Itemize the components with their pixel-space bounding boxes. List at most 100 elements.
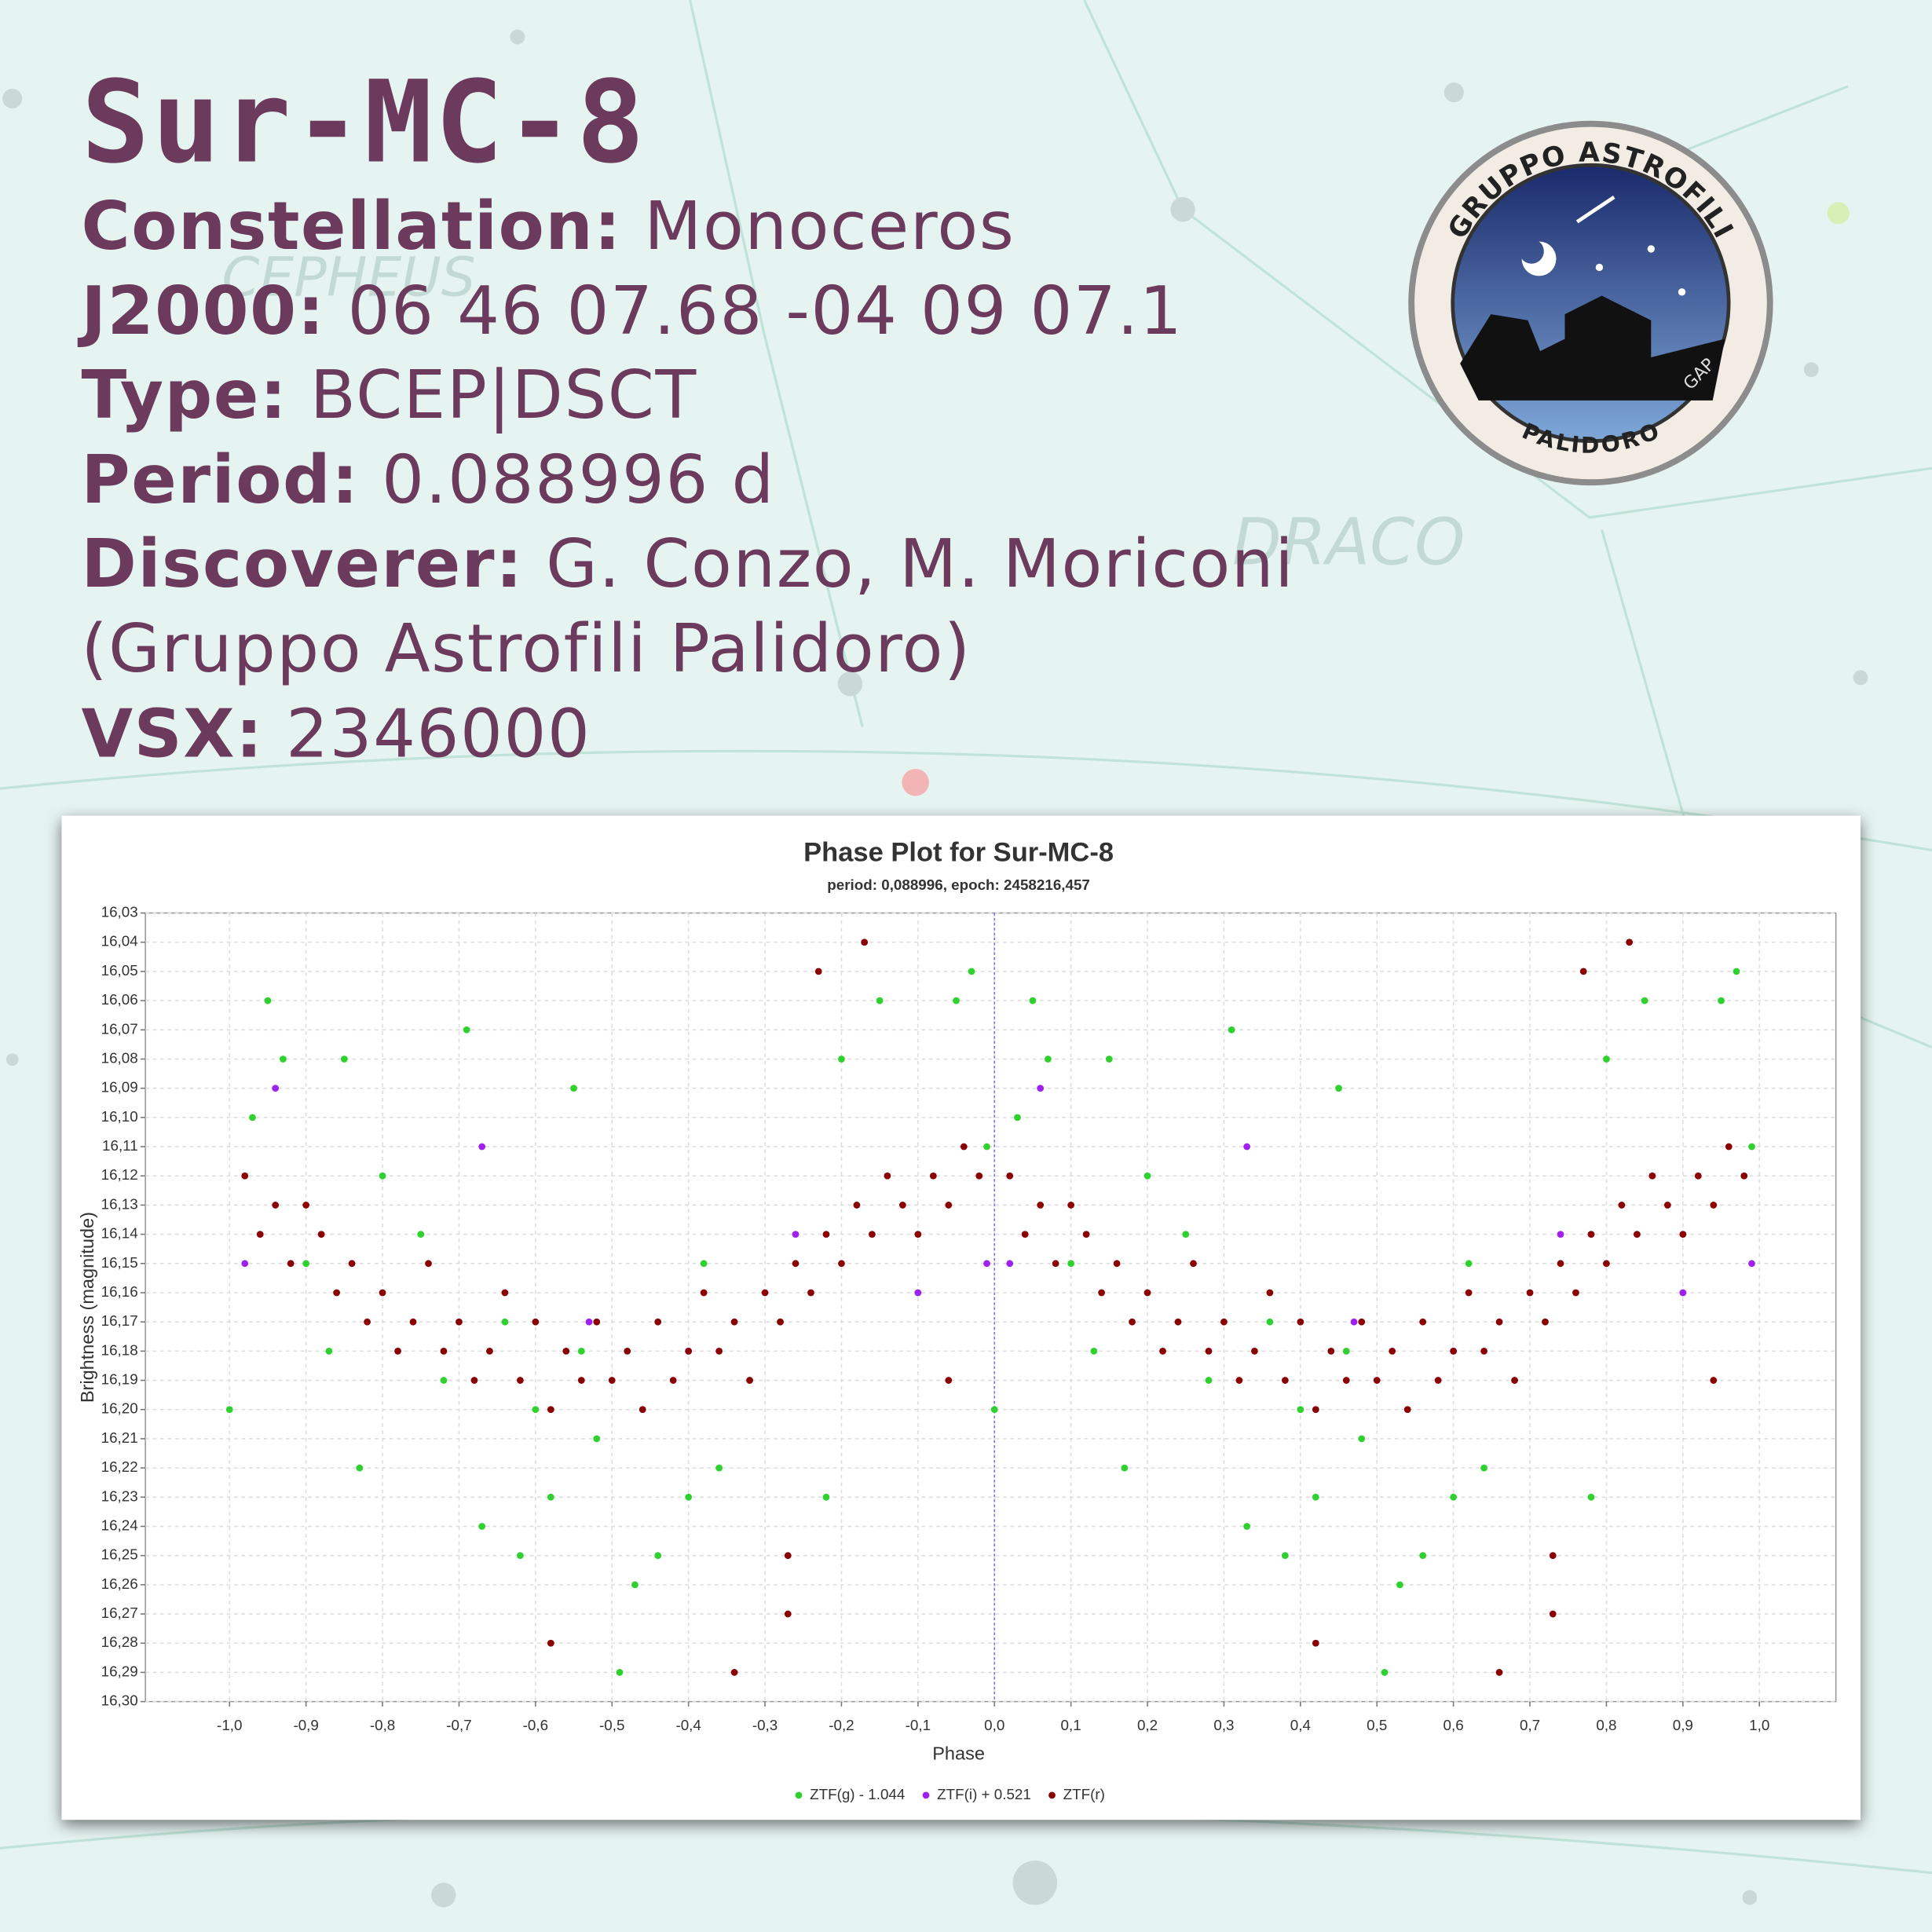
point: [1350, 1318, 1358, 1326]
point: [945, 1202, 953, 1209]
constellation-label: DRACO: [1232, 506, 1465, 580]
point: [898, 1202, 906, 1209]
point: [730, 1318, 738, 1326]
point: [953, 997, 960, 1004]
point: [241, 1172, 249, 1180]
chart: Phase Plot for Sur-MC-8 period: 0,088996…: [77, 837, 1837, 1802]
point: [1465, 1260, 1473, 1268]
point: [1297, 1406, 1304, 1414]
point: [1419, 1318, 1427, 1326]
point: [1312, 1406, 1319, 1414]
point: [1174, 1318, 1182, 1326]
point: [1641, 997, 1648, 1004]
point: [983, 1143, 990, 1151]
constellation-label: CEPHEUS: [221, 247, 475, 309]
plot-area: [145, 912, 1837, 1703]
field-label: VSX:: [81, 694, 264, 773]
point: [577, 1377, 585, 1384]
point: [1358, 1318, 1366, 1326]
x-tick-label: 0,6: [1444, 1717, 1464, 1733]
point: [792, 1260, 800, 1268]
header: Sur-MC-8 Constellation: Monoceros J2000: …: [82, 61, 1295, 776]
y-tick-label: 16,29: [101, 1663, 138, 1679]
point: [317, 1231, 325, 1239]
field-label: Type:: [81, 356, 288, 434]
point: [516, 1377, 524, 1384]
field: Discoverer: G. Conzo, M. Moriconi: [82, 523, 1295, 608]
point: [1748, 1143, 1755, 1151]
point: [409, 1318, 417, 1326]
point: [960, 1143, 968, 1151]
point: [1266, 1318, 1274, 1326]
point: [1312, 1639, 1319, 1647]
x-tick-label: 0,2: [1137, 1717, 1158, 1733]
point: [838, 1260, 845, 1268]
point: [1480, 1347, 1487, 1355]
y-tick-label: 16,25: [101, 1546, 138, 1563]
point: [990, 1406, 998, 1414]
field-value: G. Conzo, M. Moriconi: [546, 525, 1295, 603]
field-label: Discoverer:: [81, 525, 524, 603]
point: [1495, 1318, 1503, 1326]
point: [532, 1318, 540, 1326]
point: [1297, 1318, 1304, 1326]
point: [861, 939, 869, 946]
x-tick-label: -0,4: [675, 1717, 701, 1733]
legend-marker: [795, 1791, 803, 1799]
x-tick-label: -0,5: [599, 1717, 624, 1733]
point: [1434, 1377, 1442, 1384]
y-tick-label: 16,24: [101, 1517, 138, 1533]
point: [814, 968, 822, 975]
point: [470, 1377, 478, 1384]
point: [1228, 1026, 1235, 1034]
field: J2000: 06 46 07.68 -04 09 07.1: [82, 269, 1295, 354]
point: [631, 1581, 639, 1589]
y-tick-label: 16,03: [101, 904, 138, 920]
x-tick-label: -0,1: [906, 1717, 931, 1733]
point: [348, 1260, 356, 1268]
point: [256, 1231, 264, 1239]
point: [884, 1172, 891, 1180]
point: [272, 1202, 280, 1209]
point: [486, 1347, 493, 1355]
x-tick-label: 0,8: [1596, 1717, 1616, 1733]
point: [1419, 1552, 1427, 1560]
point: [685, 1493, 693, 1501]
point: [1143, 1289, 1151, 1297]
point: [1733, 968, 1740, 975]
y-axis-title: Brightness (magnitude): [77, 1212, 97, 1403]
point: [1679, 1231, 1687, 1239]
y-tick-label: 16,19: [101, 1371, 138, 1388]
point: [1098, 1289, 1105, 1297]
point: [1710, 1202, 1718, 1209]
point: [593, 1318, 601, 1326]
chart-panel: Phase Plot for Sur-MC-8 period: 0,088996…: [61, 815, 1861, 1820]
x-tick-label: -0,9: [293, 1717, 318, 1733]
point: [669, 1377, 677, 1384]
point: [654, 1552, 662, 1560]
point: [562, 1347, 570, 1355]
point: [325, 1347, 333, 1355]
point: [1243, 1143, 1251, 1151]
point: [425, 1260, 432, 1268]
point: [1159, 1347, 1166, 1355]
field-value: 2346000: [286, 694, 591, 773]
y-tick-label: 16,26: [101, 1575, 138, 1592]
point: [1495, 1669, 1503, 1676]
point: [822, 1231, 830, 1239]
point: [1121, 1464, 1129, 1472]
point: [1220, 1318, 1228, 1326]
y-tick-label: 16,18: [101, 1341, 138, 1358]
x-tick-label: 0,4: [1290, 1717, 1311, 1733]
point: [853, 1202, 861, 1209]
x-tick-label: 0,9: [1673, 1717, 1693, 1733]
point: [1014, 1114, 1021, 1122]
point: [700, 1260, 708, 1268]
point: [379, 1172, 386, 1180]
point: [1587, 1231, 1595, 1239]
point: [1618, 1202, 1626, 1209]
point: [1190, 1260, 1197, 1268]
point: [356, 1464, 364, 1472]
point: [577, 1347, 585, 1355]
